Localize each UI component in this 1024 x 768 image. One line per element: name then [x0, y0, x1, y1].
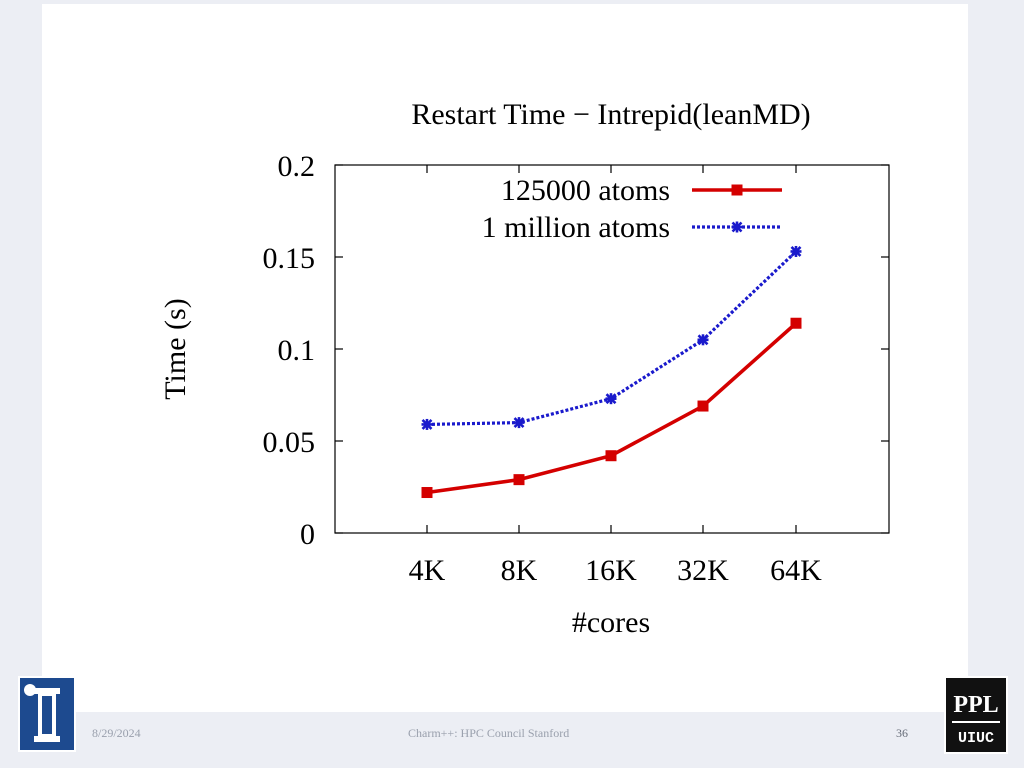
x-tick-label: 4K [409, 554, 446, 587]
x-tick-label: 64K [770, 554, 822, 587]
y-tick-label: 0.2 [278, 150, 316, 183]
x-tick-label: 32K [677, 554, 729, 587]
x-tick-label: 16K [585, 554, 637, 587]
data-point-square [790, 317, 802, 329]
legend-label: 125000 atoms [501, 174, 670, 207]
data-point-square [697, 400, 709, 412]
university-logo [18, 676, 76, 752]
data-point-star [605, 393, 617, 405]
footer-date: 8/29/2024 [92, 726, 141, 740]
university-seal-icon [24, 684, 60, 742]
page-number: 36 [896, 726, 908, 740]
data-point-star [731, 221, 743, 233]
uiuc-logo-text: UIUC [958, 730, 994, 747]
ppl-logo-text: PPL [953, 692, 998, 718]
data-point-star [790, 245, 802, 257]
data-point-square [605, 450, 617, 462]
footer-title: Charm++: HPC Council Stanford [408, 726, 570, 740]
series-1 [421, 317, 802, 499]
ppl-uiuc-logo: PPL UIUC [944, 676, 1008, 754]
slide-content-panel [42, 4, 968, 712]
data-point-star [513, 417, 525, 429]
legend-item-1: 125000 atoms [501, 174, 782, 207]
x-axis-label: #cores [572, 606, 650, 639]
data-point-square [513, 474, 525, 486]
y-tick-label: 0 [300, 518, 315, 551]
y-axis-label: Time (s) [159, 298, 192, 399]
legend-label: 1 million atoms [482, 211, 670, 244]
y-tick-label: 0.05 [263, 426, 316, 459]
series-line-1 [426, 321, 798, 495]
data-point-square [731, 184, 743, 196]
legend-item-2: 1 million atoms [482, 211, 782, 244]
series-2 [421, 245, 802, 430]
y-tick-label: 0.15 [263, 242, 316, 275]
data-point-star [697, 334, 709, 346]
data-point-square [421, 487, 433, 499]
data-point-star [421, 418, 433, 430]
y-tick-label: 0.1 [278, 334, 316, 367]
chart-title: Restart Time − Intrepid(leanMD) [411, 98, 810, 131]
x-tick-label: 8K [501, 554, 538, 587]
